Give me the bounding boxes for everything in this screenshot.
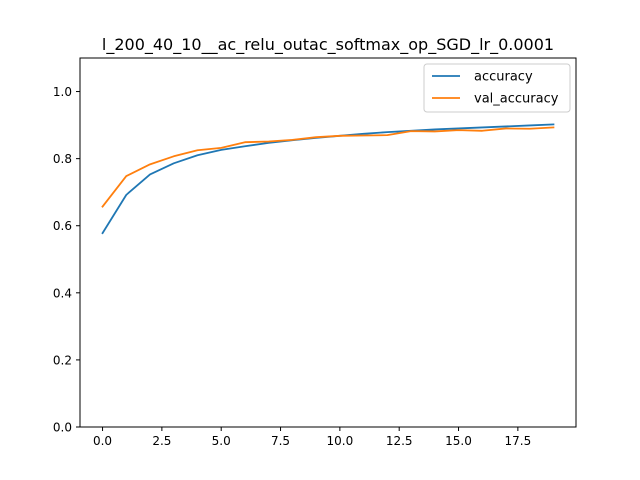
series-line-val-accuracy (101, 126, 555, 208)
plot-area: 0.0 2.5 5.0 7.5 10.0 12.5 15.0 17.5 0.0 0.2 0.4 0.6… (53, 57, 577, 448)
x-tick-label: 17.5 (504, 434, 531, 448)
y-tick-label: 0.2 (53, 353, 72, 367)
x-tick-label: 7.5 (271, 434, 290, 448)
x-tick-label: 2.5 (152, 434, 171, 448)
y-tick-label: 0.8 (53, 152, 72, 166)
x-tick-label: 12.5 (386, 434, 413, 448)
legend: accuracy val_accuracy (423, 63, 571, 113)
legend-label-accuracy: accuracy (474, 70, 533, 85)
axes-frame (79, 57, 577, 428)
x-tick-label: 0.0 (93, 434, 112, 448)
legend-label-val-accuracy: val_accuracy (474, 92, 559, 107)
y-tick-label: 0.6 (53, 219, 72, 233)
x-tick-label: 10.0 (327, 434, 354, 448)
x-tick-label: 15.0 (445, 434, 472, 448)
y-tick-label: 1.0 (53, 85, 72, 99)
chart-title: l_200_40_10__ac_relu_outac_softmax_op_SG… (102, 35, 554, 55)
y-tick-label: 0.4 (53, 286, 72, 300)
legend-box (423, 63, 571, 113)
x-tick-label: 5.0 (212, 434, 231, 448)
y-tick-label: 0.0 (53, 421, 72, 435)
